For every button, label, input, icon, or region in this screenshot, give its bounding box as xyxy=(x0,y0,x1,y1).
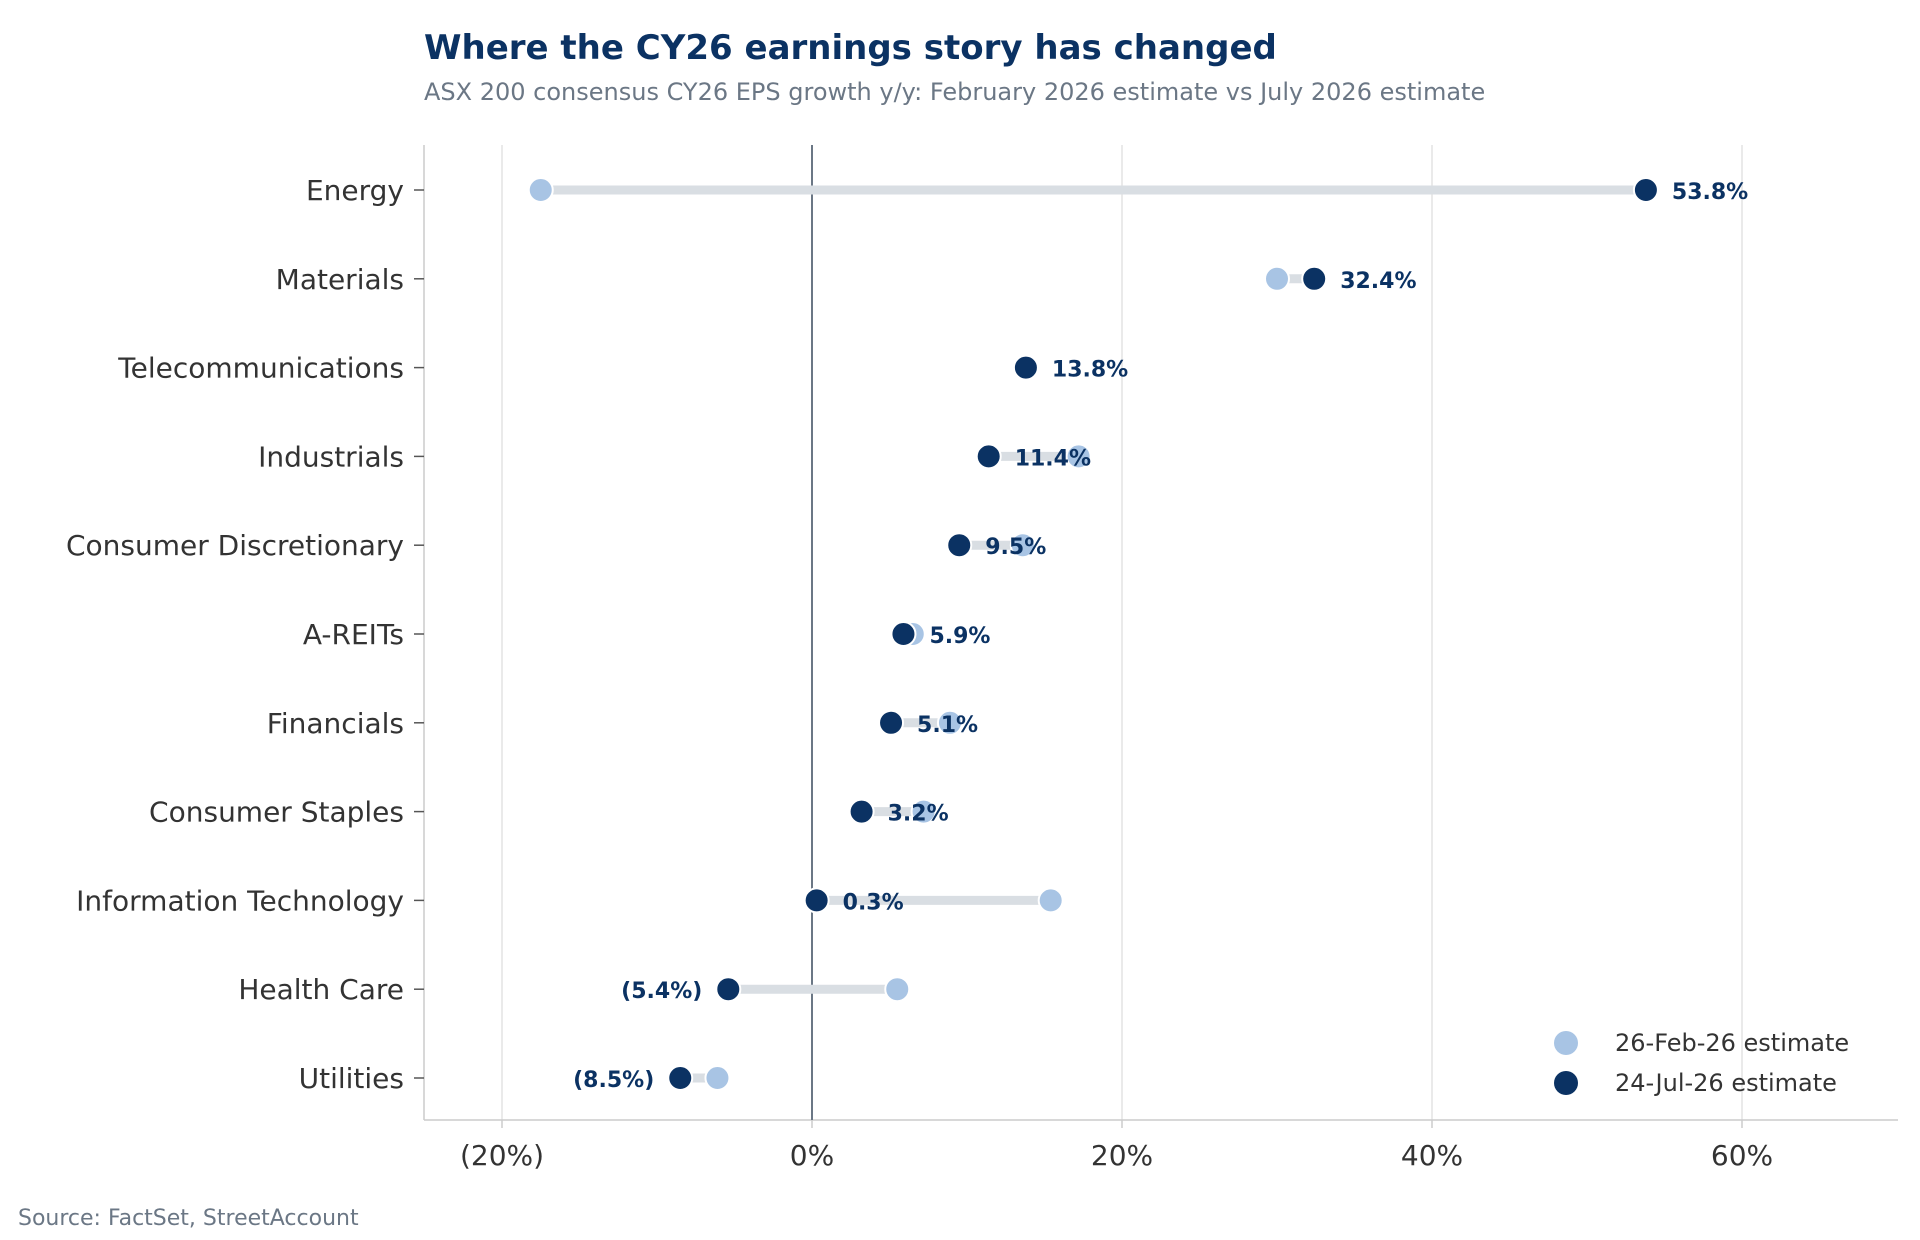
category-label: A-REITs xyxy=(303,618,404,651)
chart-subtitle: ASX 200 consensus CY26 EPS growth y/y: F… xyxy=(424,78,1486,106)
jul-estimate-point xyxy=(715,976,742,1003)
feb-estimate-point xyxy=(1264,265,1290,292)
jul-estimate-point xyxy=(1012,354,1039,381)
data-label: (8.5%) xyxy=(573,1068,654,1093)
feb-estimate-point xyxy=(1037,887,1064,914)
legend-feb-label: 26-Feb-26 estimate xyxy=(1615,1029,1849,1057)
x-tick-label: 0% xyxy=(790,1139,834,1172)
feb-estimate-point xyxy=(910,798,937,825)
feb-estimate-point xyxy=(884,976,911,1003)
data-label: 32.4% xyxy=(1340,269,1416,294)
data-label: (5.4%) xyxy=(621,979,702,1004)
data-label: 13.8% xyxy=(1052,358,1128,383)
feb-estimate-point xyxy=(704,1065,731,1091)
data-label: 5.1% xyxy=(917,713,978,738)
category-label: Industrials xyxy=(258,440,404,473)
data-label: 11.4% xyxy=(1015,446,1091,471)
jul-estimate-point xyxy=(890,621,917,647)
category-label: Materials xyxy=(276,263,404,296)
data-label: 5.9% xyxy=(929,624,990,649)
category-label: Consumer Discretionary xyxy=(66,529,404,562)
jul-estimate-point xyxy=(803,887,830,914)
data-label: 3.2% xyxy=(888,802,949,827)
jul-estimate-point xyxy=(946,532,973,559)
category-label: Information Technology xyxy=(76,884,404,917)
x-tick-label: 20% xyxy=(1091,1139,1153,1172)
jul-estimate-point xyxy=(848,798,875,825)
feb-estimate-point xyxy=(1009,532,1036,559)
x-tick-label: (20%) xyxy=(460,1139,544,1172)
legend-feb-marker xyxy=(1554,1031,1578,1055)
legend-jul-marker xyxy=(1554,1071,1578,1095)
x-tick-label: 60% xyxy=(1711,1139,1773,1172)
category-label: Telecommunications xyxy=(117,352,404,385)
data-label: 9.5% xyxy=(985,535,1046,560)
category-label: Energy xyxy=(306,174,404,207)
category-label: Financials xyxy=(267,707,404,740)
x-tick-label: 40% xyxy=(1401,1139,1463,1172)
jul-estimate-point xyxy=(667,1065,694,1091)
jul-estimate-point xyxy=(1301,265,1328,292)
jul-estimate-point xyxy=(878,709,905,736)
category-label: Health Care xyxy=(238,973,404,1006)
feb-estimate-point xyxy=(527,177,554,203)
source-note: Source: FactSet, StreetAccount xyxy=(18,1206,359,1231)
feb-estimate-point xyxy=(936,709,963,736)
jul-estimate-point xyxy=(975,443,1002,470)
jul-estimate-point xyxy=(1632,177,1659,203)
category-label: Utilities xyxy=(299,1062,404,1095)
legend: 26-Feb-26 estimate 24-Jul-26 estimate xyxy=(1554,1029,1849,1097)
feb-estimate-point xyxy=(1065,443,1092,470)
chart-title: Where the CY26 earnings story has change… xyxy=(424,28,1277,68)
data-label: 0.3% xyxy=(843,890,904,915)
data-label: 53.8% xyxy=(1672,180,1748,205)
legend-jul-label: 24-Jul-26 estimate xyxy=(1615,1069,1837,1097)
category-label: Consumer Staples xyxy=(149,796,404,829)
